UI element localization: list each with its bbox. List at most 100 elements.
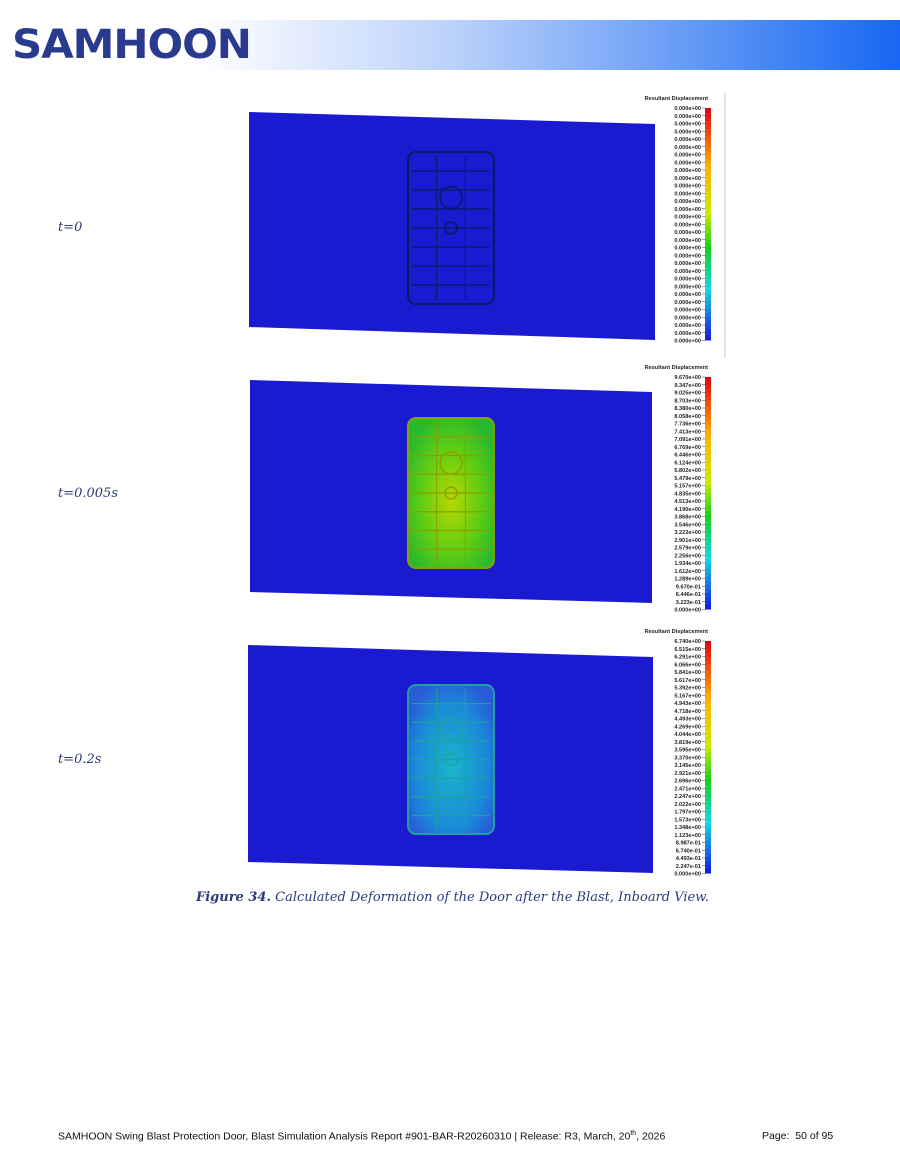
time-label: t=0.005s bbox=[58, 486, 119, 501]
legend-value: 5.479e+00 bbox=[674, 476, 701, 482]
legend-value: 5.157e+00 bbox=[674, 484, 701, 490]
legend-value: 2.247e+00 bbox=[674, 794, 701, 800]
plate bbox=[249, 112, 655, 340]
legend-value: 6.124e+00 bbox=[674, 460, 701, 466]
legend-value: 1.289e+00 bbox=[674, 577, 701, 583]
legend-value: 0.000e+00 bbox=[674, 872, 701, 878]
legend-value: 0.000e+00 bbox=[674, 277, 701, 283]
legend-value: 0.000e+00 bbox=[674, 246, 701, 252]
legend-value: 1.348e+00 bbox=[674, 825, 701, 831]
legend-value: 0.000e+00 bbox=[674, 608, 701, 614]
legend-value: 1.123e+00 bbox=[674, 833, 701, 839]
time-label: t=0 bbox=[58, 220, 83, 235]
legend-value: 0.000e+00 bbox=[674, 191, 701, 197]
legend-value: 6.515e+00 bbox=[674, 647, 701, 653]
legend-title: Resultant Displacement bbox=[645, 365, 709, 371]
legend-value: 6.446e-01 bbox=[676, 592, 701, 598]
legend-value: 2.247e-01 bbox=[676, 864, 701, 870]
legend-value: 4.190e+00 bbox=[674, 507, 701, 513]
legend-value: 6.740e-01 bbox=[676, 848, 701, 854]
legend-value: 6.769e+00 bbox=[674, 445, 701, 451]
legend-value: 4.943e+00 bbox=[674, 701, 701, 707]
legend-value: 0.000e+00 bbox=[674, 184, 701, 190]
header-band bbox=[0, 20, 900, 70]
caption-text: Calculated Deformation of the Door after… bbox=[275, 890, 709, 905]
legend-value: 9.347e+00 bbox=[674, 383, 701, 389]
legend-value: 6.740e+00 bbox=[674, 639, 701, 645]
legend-value: 0.000e+00 bbox=[674, 230, 701, 236]
legend-value: 3.223e+00 bbox=[674, 530, 701, 536]
legend-value: 2.471e+00 bbox=[674, 786, 701, 792]
legend-value: 5.167e+00 bbox=[674, 693, 701, 699]
legend-value: 0.000e+00 bbox=[674, 300, 701, 306]
legend-value: 0.000e+00 bbox=[674, 315, 701, 321]
legend-value: 6.066e+00 bbox=[674, 662, 701, 668]
legend-value: 2.696e+00 bbox=[674, 779, 701, 785]
legend-value: 0.000e+00 bbox=[674, 238, 701, 244]
legend-value: 8.703e+00 bbox=[674, 398, 701, 404]
legend-value: 4.835e+00 bbox=[674, 491, 701, 497]
legend-value: 1.934e+00 bbox=[674, 561, 701, 567]
legend-value: 3.595e+00 bbox=[674, 748, 701, 754]
legend-title: Resultant Displacement bbox=[645, 629, 709, 635]
legend-value: 0.000e+00 bbox=[674, 284, 701, 290]
legend-value: 0.000e+00 bbox=[674, 222, 701, 228]
color-bar bbox=[705, 377, 711, 610]
legend-value: 2.256e+00 bbox=[674, 553, 701, 559]
legend-value: 0.000e+00 bbox=[674, 153, 701, 159]
legend-value: 1.797e+00 bbox=[674, 810, 701, 816]
legend-value: 6.446e+00 bbox=[674, 453, 701, 459]
legend-value: 3.868e+00 bbox=[674, 515, 701, 521]
legend-title: Resultant Displacement bbox=[645, 96, 709, 102]
footer-report: SAMHOON Swing Blast Protection Door, Bla… bbox=[58, 1130, 631, 1143]
legend-value: 0.000e+00 bbox=[674, 323, 701, 329]
legend-value: 5.841e+00 bbox=[674, 670, 701, 676]
legend-value: 9.670e+00 bbox=[674, 375, 701, 381]
legend-value: 4.044e+00 bbox=[674, 732, 701, 738]
legend-value: 2.921e+00 bbox=[674, 771, 701, 777]
door-port bbox=[439, 717, 463, 742]
logo: SAMHOON bbox=[12, 22, 252, 68]
color-bar bbox=[705, 641, 711, 874]
legend-value: 5.802e+00 bbox=[674, 468, 701, 474]
legend-value: 5.617e+00 bbox=[674, 678, 701, 684]
legend-value: 0.000e+00 bbox=[674, 207, 701, 213]
legend-value: 0.000e+00 bbox=[674, 114, 701, 120]
caption: Figure 34. Calculated Deformation of the… bbox=[196, 890, 709, 905]
footer: SAMHOON Swing Blast Protection Door, Bla… bbox=[58, 1130, 665, 1143]
footer-superscript: th bbox=[630, 1130, 637, 1137]
door-hub bbox=[444, 221, 458, 235]
door bbox=[407, 151, 495, 305]
legend-value: 9.025e+00 bbox=[674, 391, 701, 397]
legend-value: 0.000e+00 bbox=[674, 339, 701, 345]
time-label: t=0.2s bbox=[58, 752, 102, 767]
legend-value: 4.718e+00 bbox=[674, 709, 701, 715]
legend-value: 2.901e+00 bbox=[674, 538, 701, 544]
legend-value: 0.000e+00 bbox=[674, 122, 701, 128]
legend-value: 0.000e+00 bbox=[674, 176, 701, 182]
caption-label: Figure 34. bbox=[196, 890, 271, 905]
color-bar bbox=[705, 108, 711, 341]
legend-value: 3.145e+00 bbox=[674, 763, 701, 769]
legend-value: 0.000e+00 bbox=[674, 129, 701, 135]
legend-value: 4.513e+00 bbox=[674, 499, 701, 505]
legend-value: 0.000e+00 bbox=[674, 308, 701, 314]
legend-value: 0.000e+00 bbox=[674, 145, 701, 151]
legend-value: 9.670e-01 bbox=[676, 584, 701, 590]
legend-value: 0.000e+00 bbox=[674, 137, 701, 143]
legend-value: 2.022e+00 bbox=[674, 802, 701, 808]
legend-value: 4.493e-01 bbox=[676, 856, 701, 862]
legend-value: 6.291e+00 bbox=[674, 655, 701, 661]
footer-report-end: , 2026 bbox=[636, 1130, 666, 1143]
legend-value: 3.819e+00 bbox=[674, 740, 701, 746]
legend-value: 1.573e+00 bbox=[674, 817, 701, 823]
door-hub bbox=[444, 486, 458, 500]
legend-value: 8.380e+00 bbox=[674, 406, 701, 412]
legend-value: 3.223e-01 bbox=[676, 600, 701, 606]
legend-value: 0.000e+00 bbox=[674, 261, 701, 267]
legend-value: 8.058e+00 bbox=[674, 414, 701, 420]
legend-value: 0.000e+00 bbox=[674, 199, 701, 205]
legend-value: 0.000e+00 bbox=[674, 168, 701, 174]
